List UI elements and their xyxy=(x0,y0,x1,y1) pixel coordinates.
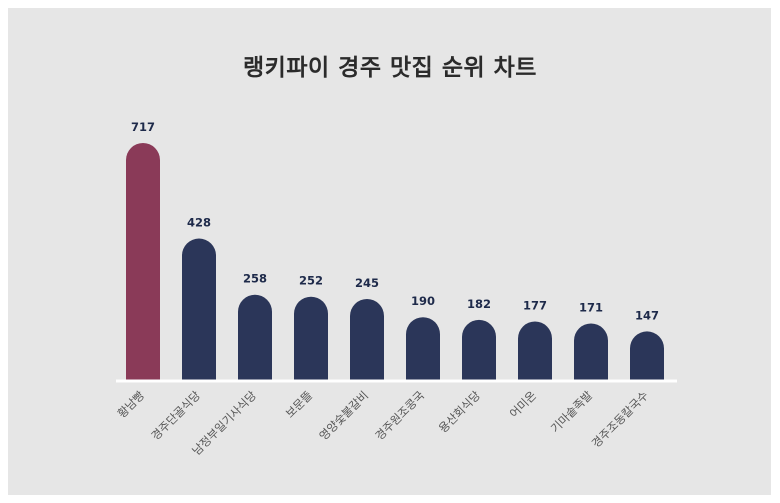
category-label-0: 황남빵 xyxy=(115,388,148,421)
value-label-4: 245 xyxy=(355,276,379,290)
value-label-6: 182 xyxy=(467,297,491,311)
bar-4 xyxy=(350,299,384,380)
category-label-3: 보문뜰 xyxy=(283,388,315,420)
value-label-5: 190 xyxy=(411,294,435,308)
value-label-7: 177 xyxy=(523,298,547,312)
value-label-9: 147 xyxy=(635,308,659,322)
bar-9 xyxy=(630,331,664,380)
bar-6 xyxy=(462,319,496,380)
bar-3 xyxy=(294,296,328,380)
value-label-8: 171 xyxy=(579,300,603,314)
category-label-5: 경주원조콩국 xyxy=(372,388,427,443)
value-label-1: 428 xyxy=(187,216,211,230)
bar-8 xyxy=(574,323,608,380)
bar-5 xyxy=(406,317,440,380)
category-label-8: 기마솥족발 xyxy=(548,388,596,436)
value-label-0: 717 xyxy=(131,120,155,134)
value-label-2: 258 xyxy=(243,272,267,286)
category-label-4: 영양숯불갈비 xyxy=(316,388,371,443)
value-label-3: 252 xyxy=(299,274,323,288)
bar-0 xyxy=(126,143,160,380)
category-label-1: 경주단골식당 xyxy=(148,388,203,443)
category-label-7: 어미온 xyxy=(507,388,539,420)
bar-7 xyxy=(518,321,552,380)
bar-1 xyxy=(182,238,216,380)
chart-title: 랭키파이 경주 맛집 순위 차트 xyxy=(243,55,537,81)
category-label-6: 용산회식당 xyxy=(436,388,484,436)
bar-2 xyxy=(238,294,272,380)
category-label-9: 경주조동칼국수 xyxy=(589,388,651,450)
